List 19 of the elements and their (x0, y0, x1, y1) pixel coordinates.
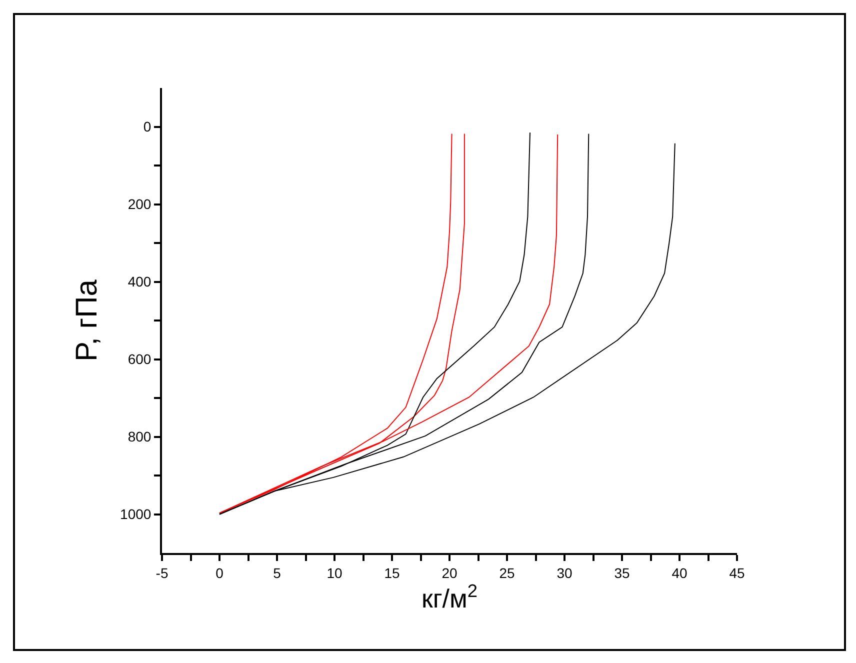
x-tick-label: 45 (729, 564, 745, 581)
x-tick-label: -5 (156, 564, 168, 581)
y-tick-label: 400 (128, 274, 152, 290)
x-tick-label: 25 (499, 564, 515, 581)
y-tick-label: 800 (128, 428, 152, 445)
x-tick-label: 10 (326, 564, 342, 581)
x-tick-label: 40 (672, 564, 688, 581)
y-axis-title: P, гПа (70, 279, 104, 362)
x-tick-label: 5 (273, 564, 282, 581)
y-tick-label: 600 (128, 351, 152, 368)
x-tick-label: 15 (384, 564, 400, 581)
x-tick-label: 0 (216, 564, 224, 581)
y-tick-label: 200 (128, 196, 152, 212)
x-axis-title: кг/м$^{2}$ (421, 580, 478, 614)
y-tick-label: 0 (143, 118, 152, 135)
x-tick-label: 30 (556, 564, 572, 581)
x-tick-label: 20 (442, 564, 458, 581)
y-tick-label: 1000 (120, 506, 152, 522)
x-tick-label: 35 (614, 564, 630, 581)
